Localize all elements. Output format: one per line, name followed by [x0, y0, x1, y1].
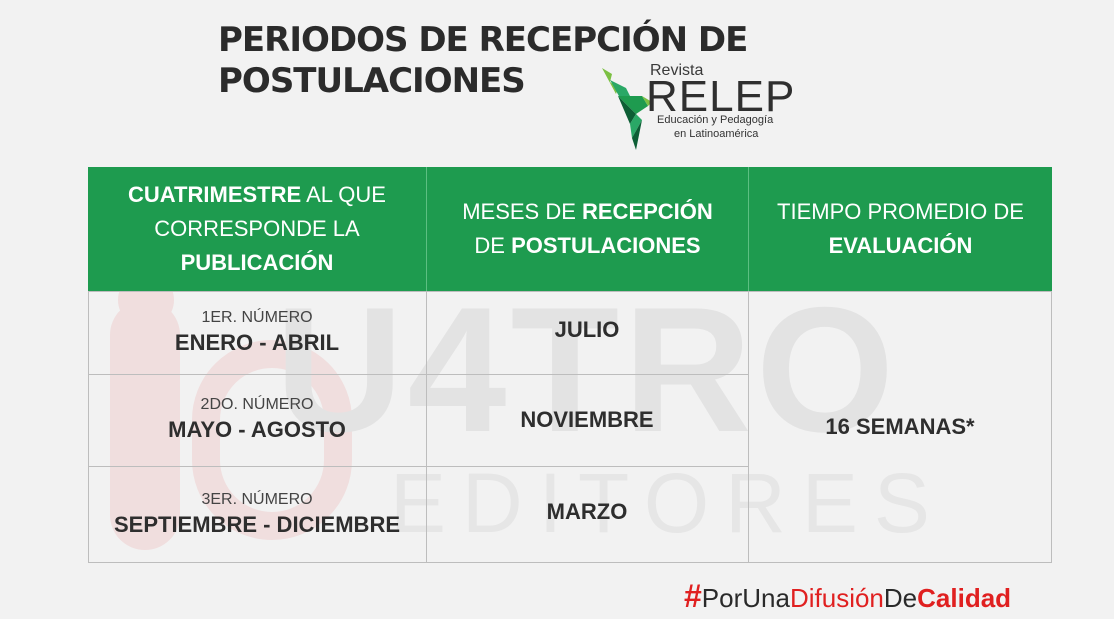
page-title: PERIODOS DE RECEPCIÓN DE POSTULACIONES [218, 20, 858, 102]
hashtag-part-1: PorUna [701, 583, 790, 613]
column-divider [426, 291, 427, 563]
header-2-text-1: MESES DE [462, 199, 582, 224]
logo-subtitle-2: en Latinoamérica [674, 128, 759, 140]
row-numero: 3ER. NÚMERO [201, 490, 313, 508]
hashtag-part-4: Calidad [917, 583, 1012, 613]
logo-relep: RELEP [646, 72, 796, 121]
table-body [88, 291, 1052, 563]
table-row-cuatrimestre: 1ER. NÚMERO ENERO - ABRIL [88, 291, 426, 374]
row-divider [88, 374, 748, 375]
tiempo-cell: 16 SEMANAS* [748, 291, 1052, 563]
reception-table: CUATRIMESTRE AL QUE CORRESPONDE LA PUBLI… [88, 167, 1052, 563]
row-numero: 2DO. NÚMERO [200, 396, 314, 413]
header-2-text-2: DE [474, 233, 512, 258]
logo-revista: Revista [650, 62, 704, 79]
row-mes: NOVIEMBRE [520, 407, 654, 432]
header-cuatrimestre: CUATRIMESTRE AL QUE CORRESPONDE LA PUBLI… [88, 167, 426, 291]
table-row-cuatrimestre: 2DO. NÚMERO MAYO - AGOSTO [88, 374, 426, 466]
header-1-bold-2: PUBLICACIÓN [180, 250, 334, 275]
header-1-bold-1: CUATRIMESTRE [128, 182, 302, 207]
logo-subtitle-1: Educación y Pedagogía [657, 114, 774, 126]
row-numero: 1ER. NÚMERO [201, 308, 313, 326]
latin-america-map-icon [602, 68, 652, 150]
table-row-cuatrimestre: 3ER. NÚMERO SEPTIEMBRE - DICIEMBRE [88, 466, 426, 563]
header-meses: MESES DE RECEPCIÓN DE POSTULACIONES [426, 167, 748, 291]
title-line-2: POSTULACIONES [218, 61, 526, 101]
hashtag: #PorUnaDifusiónDeCalidad [684, 578, 1011, 615]
relep-logo: Revista RELEP Educación y Pedagogía en L… [596, 58, 796, 154]
row-periodo: MAYO - AGOSTO [168, 417, 346, 442]
header-2-bold-2: POSTULACIONES [511, 233, 701, 258]
header-1-text-2: CORRESPONDE LA [154, 216, 360, 241]
header-3-bold-1: EVALUACIÓN [828, 233, 973, 258]
row-divider [88, 466, 748, 467]
table-row-mes: MARZO [426, 466, 748, 558]
hashtag-symbol: # [684, 578, 702, 614]
row-mes: MARZO [546, 499, 628, 524]
header-3-text-1: TIEMPO PROMEDIO DE [777, 199, 1024, 224]
column-divider [748, 291, 749, 563]
row-periodo: ENERO - ABRIL [174, 329, 340, 355]
header-tiempo: TIEMPO PROMEDIO DE EVALUACIÓN [748, 167, 1052, 291]
tiempo-value: 16 SEMANAS* [825, 414, 975, 439]
hashtag-part-3: De [883, 583, 918, 613]
header-1-text-1: AL QUE [301, 182, 386, 207]
header-2-bold-1: RECEPCIÓN [582, 199, 713, 224]
table-row-mes: JULIO [426, 291, 748, 369]
hashtag-part-2: Difusión [789, 583, 884, 613]
table-row-mes: NOVIEMBRE [426, 374, 748, 466]
row-mes: JULIO [554, 317, 620, 342]
row-periodo: SEPTIEMBRE - DICIEMBRE [113, 511, 401, 537]
title-line-1: PERIODOS DE RECEPCIÓN DE [218, 20, 748, 60]
